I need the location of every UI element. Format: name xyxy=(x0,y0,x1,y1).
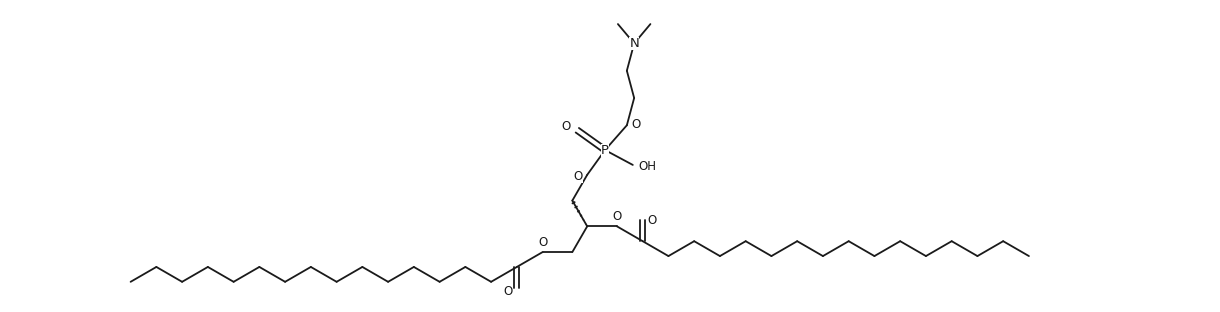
Text: O: O xyxy=(631,118,640,131)
Text: O: O xyxy=(504,285,512,298)
Text: OH: OH xyxy=(638,160,656,173)
Text: O: O xyxy=(538,236,548,249)
Text: P: P xyxy=(601,144,609,157)
Text: O: O xyxy=(647,214,656,227)
Text: O: O xyxy=(573,170,583,183)
Text: N: N xyxy=(630,37,639,50)
Text: O: O xyxy=(612,210,621,223)
Text: O: O xyxy=(561,120,571,133)
